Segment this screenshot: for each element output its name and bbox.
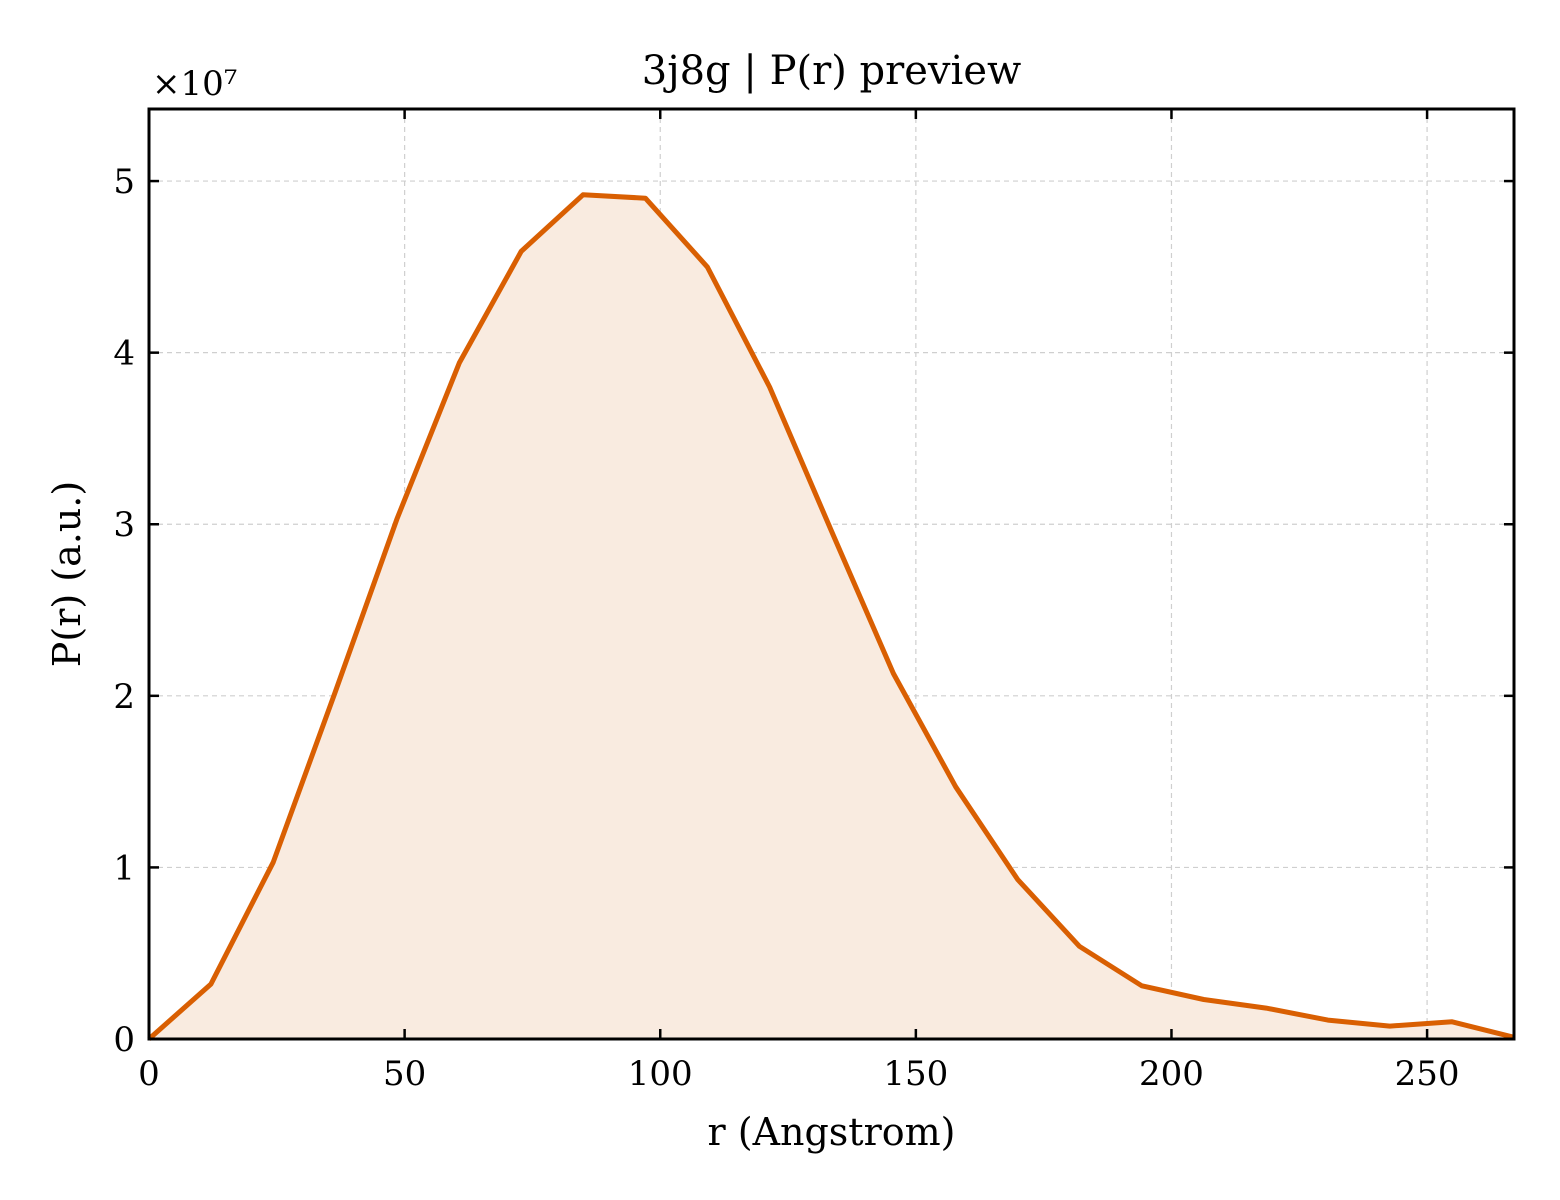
series-area-fill xyxy=(149,194,1514,1040)
y-tick-label: 1 xyxy=(113,848,135,888)
series-line xyxy=(147,192,1515,1041)
y-axis-label: P(r) (a.u.) xyxy=(45,481,89,667)
y-tick-label: 0 xyxy=(113,1020,135,1060)
x-axis-label: r (Angstrom) xyxy=(708,1110,956,1154)
x-tick-label: 0 xyxy=(138,1054,160,1094)
y-axis-multiplier: ×10⁷ xyxy=(152,64,237,104)
x-tick-label: 150 xyxy=(883,1054,948,1094)
axis-ticks: 0 50 100 150 200 250 0 1 2 3 4 5 xyxy=(113,109,1514,1094)
x-tick-label: 50 xyxy=(383,1054,426,1094)
chart-title: 3j8g | P(r) preview xyxy=(642,48,1021,94)
y-tick-label: 3 xyxy=(113,505,135,545)
y-tick-label: 4 xyxy=(113,334,135,374)
x-tick-label: 200 xyxy=(1139,1054,1204,1094)
plot-frame xyxy=(147,107,1516,1041)
x-tick-label: 250 xyxy=(1395,1054,1460,1094)
x-tick-label: 100 xyxy=(628,1054,693,1094)
y-tick-label: 2 xyxy=(113,677,135,717)
y-tick-label: 5 xyxy=(113,162,135,202)
